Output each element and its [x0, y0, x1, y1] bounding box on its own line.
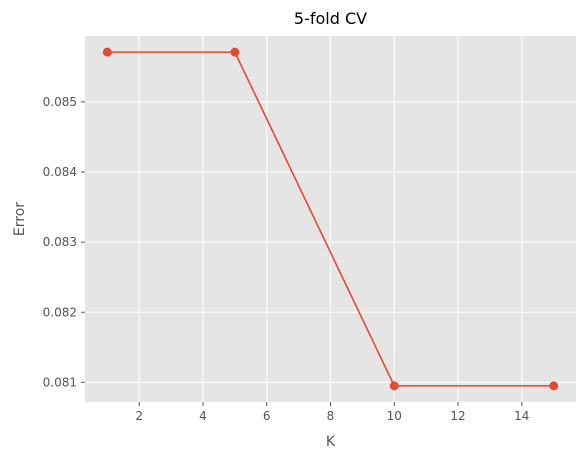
x-tick-label: 2 — [135, 409, 143, 423]
y-axis-label: Error — [12, 202, 28, 236]
x-axis-ticks: 2 4 6 8 10 12 14 — [135, 402, 529, 423]
grid-lines — [85, 36, 576, 402]
data-point — [549, 381, 559, 391]
x-tick-label: 12 — [450, 409, 465, 423]
chart-title: 5-fold CV — [294, 9, 367, 28]
series-error — [102, 47, 559, 391]
y-tick-label: 0.085 — [43, 95, 77, 109]
y-tick-label: 0.082 — [43, 305, 77, 319]
y-tick-label: 0.084 — [43, 165, 77, 179]
data-point — [389, 381, 399, 391]
y-tick-label: 0.083 — [43, 235, 77, 249]
x-tick-label: 14 — [514, 409, 529, 423]
series-line — [107, 51, 554, 387]
x-tick-label: 10 — [387, 409, 402, 423]
data-point — [102, 47, 112, 57]
x-axis-label: K — [326, 434, 336, 450]
y-tick-label: 0.081 — [43, 375, 77, 389]
x-tick-label: 4 — [199, 409, 207, 423]
y-axis-ticks: 0.081 0.082 0.083 0.084 0.085 — [43, 95, 85, 389]
x-tick-label: 6 — [263, 409, 271, 423]
x-tick-label: 8 — [327, 409, 335, 423]
data-point — [230, 47, 240, 57]
